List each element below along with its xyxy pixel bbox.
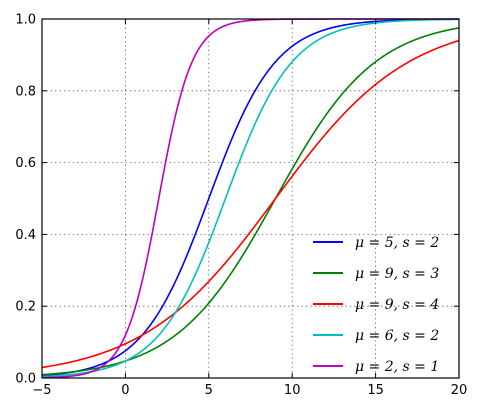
y-tick-label: 0.2 [15, 300, 36, 315]
legend-label-2: μ = 9, s = 4 [355, 297, 439, 313]
y-tick-label: 0.6 [15, 156, 36, 171]
y-tick-label: 1.0 [15, 13, 36, 28]
ticks: −5 0 5 10 15 20 0.0 0.2 0.4 0.6 0.8 1.0 [15, 13, 467, 399]
series-lines [41, 18, 460, 379]
series-line-0 [41, 18, 460, 377]
series-line-4 [41, 18, 459, 379]
x-tick-label: 15 [367, 383, 384, 398]
plot-frame [41, 18, 460, 379]
legend-label-3: μ = 6, s = 2 [355, 328, 439, 344]
x-tick-label: 0 [121, 383, 129, 398]
grid [42, 19, 459, 378]
y-tick-label: 0.4 [15, 228, 36, 243]
series-line-2 [41, 39, 460, 369]
legend-label-4: μ = 2, s = 1 [355, 359, 439, 375]
x-tick-label: 20 [451, 383, 468, 398]
series-line-1 [41, 27, 460, 376]
y-tick-label: 0.8 [15, 84, 36, 99]
legend-label-0: μ = 5, s = 2 [355, 235, 439, 251]
x-tick-label: −5 [32, 383, 51, 398]
legend: μ = 5, s = 2 μ = 9, s = 3 μ = 9, s = 4 μ = … [313, 235, 439, 375]
x-tick-label: 5 [205, 383, 213, 398]
y-tick-label: 0.0 [15, 372, 36, 387]
x-tick-label: 10 [284, 383, 301, 398]
series-line-3 [41, 18, 460, 378]
legend-label-1: μ = 9, s = 3 [355, 266, 439, 282]
